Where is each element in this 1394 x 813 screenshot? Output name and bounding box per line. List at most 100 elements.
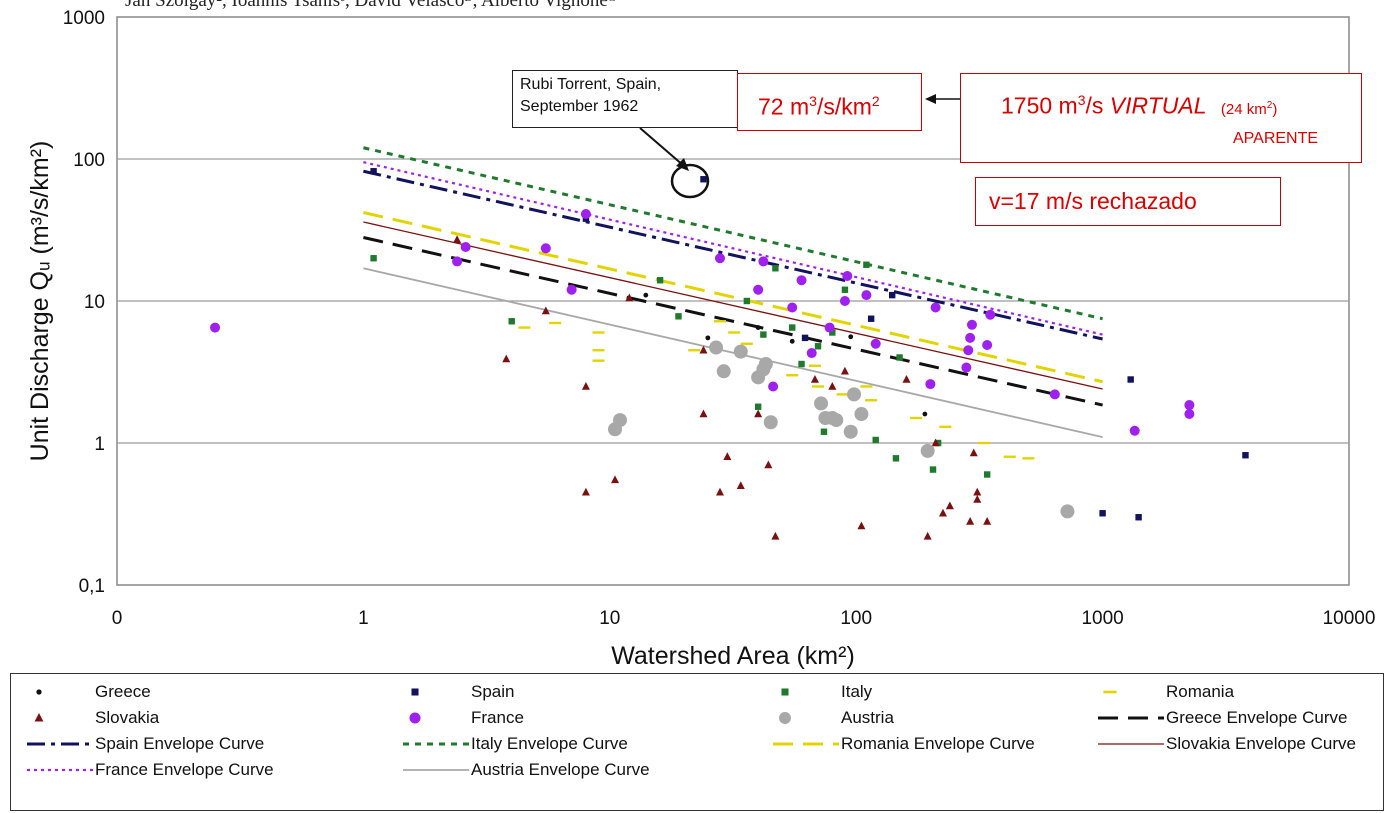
slovakia-point [945,501,954,510]
slovakia-point [502,354,511,363]
y-tick-label: 1 [94,434,105,455]
austria-point [814,396,829,411]
austria-point [709,340,724,355]
legend-item-greece: Greece [25,678,151,705]
rubi-torrent-callout: Rubi Torrent, Spain, September 1962 [512,70,738,128]
romania-point [977,441,990,445]
legend-marker [411,687,419,696]
slovakia-point [699,345,708,354]
romania-point [713,320,726,323]
spain-point [889,291,896,299]
italy-point [798,360,805,368]
legend-item-slovakia-envelope-curve: Slovakia Envelope Curve [1096,730,1356,757]
legend-symbol [25,760,95,780]
x-tick-labels: 0 1 10 100 1000 10000 [112,608,1376,629]
slovakia-point [453,235,462,243]
slovakia-point [625,293,634,302]
romania-point [549,321,562,325]
slovakia-point [923,531,932,540]
romania-point [836,393,849,396]
greece-point [789,338,795,344]
france-point [566,284,577,295]
legend-label: Austria [841,707,894,727]
slovakia-point [715,487,724,496]
rejected-velocity-annotation: v=17 m/s rechazado [975,177,1281,226]
greece-envelope-curve-line [363,236,1103,407]
slovakia-point [581,487,590,496]
slovakia-point [969,448,978,457]
italy-point [675,313,682,320]
italy-point [370,255,377,262]
slovakia-point [973,487,982,496]
slovakia-point [973,495,982,503]
france-point [961,362,972,373]
box2-area: (24 km [1220,100,1267,118]
slovakia-point [810,375,819,383]
italy-point [829,329,836,336]
france-point [210,322,221,333]
france-point [753,284,764,295]
france-point [460,242,471,253]
romania-point [808,364,821,367]
france-point [930,302,941,313]
italy-point [820,428,828,435]
x-tick-label: 0 [112,608,123,629]
romania-point [865,399,878,402]
italy-point [896,354,903,361]
romania-point [1003,455,1016,458]
legend-label: France Envelope Curve [95,759,274,779]
romania-point [786,374,799,377]
legend-symbol [771,682,841,702]
france-point [540,243,551,254]
y-axis-label: Unit Discharge Qᵤ (m³/s/km²) [26,141,54,462]
x-tick-label: 10000 [1323,608,1376,629]
box2-unit: /s [1085,92,1104,119]
legend-symbol [25,682,95,702]
callout-arrowhead [676,158,689,171]
legend-item-romania-envelope-curve: Romania Envelope Curve [771,730,1035,757]
slovakia-point [840,366,849,375]
italy-point [863,261,870,268]
france-point [580,208,591,219]
austria-point [920,443,935,458]
legend-symbol [771,734,841,754]
legend-label: Spain Envelope Curve [95,733,265,753]
slovakia-point [857,521,866,530]
virtual-discharge-annotation: 1750 m3/s VIRTUAL (24 km2) APARENTE [960,73,1362,163]
romania-point [860,385,873,388]
slovakia-point [736,481,745,489]
x-tick-label: 1000 [1081,608,1123,629]
legend-label: Italy [841,681,873,701]
spain-point [700,176,707,183]
austria-point [843,424,858,439]
italy-point [656,277,664,284]
france-point [787,302,798,313]
callout-line-1: Rubi Torrent, Spain, [520,76,662,93]
france-point [806,348,817,359]
legend-symbol [401,734,471,754]
italy-point [814,343,822,350]
legend-item-austria-envelope-curve: Austria Envelope Curve [401,756,650,783]
legend-label: Austria Envelope Curve [471,759,650,779]
unit-discharge-annotation: 72 m3/s/km2 [737,73,922,131]
envelope-curves [363,146,1103,438]
x-axis-label: Watershed Area (km²) [611,642,855,670]
box2-value: 1750 m [1001,92,1078,119]
legend-marker [781,687,789,696]
italy-point [934,439,942,447]
france-point [1049,389,1060,400]
austria-point [612,413,627,428]
slovakia-point [983,517,992,525]
box1-value: 72 m [758,93,810,120]
france-point [714,253,725,264]
box1-mid: /s/km [816,93,872,120]
slovakia-point [723,452,732,460]
italy-point [892,455,900,462]
slovakia-point [902,375,911,383]
france-point [870,338,881,349]
legend-symbol [25,708,95,728]
box2-sup: 3 [1077,92,1086,108]
box2-virtual: VIRTUAL [1109,92,1207,119]
greece-point [705,335,711,341]
austria-point [763,415,778,430]
